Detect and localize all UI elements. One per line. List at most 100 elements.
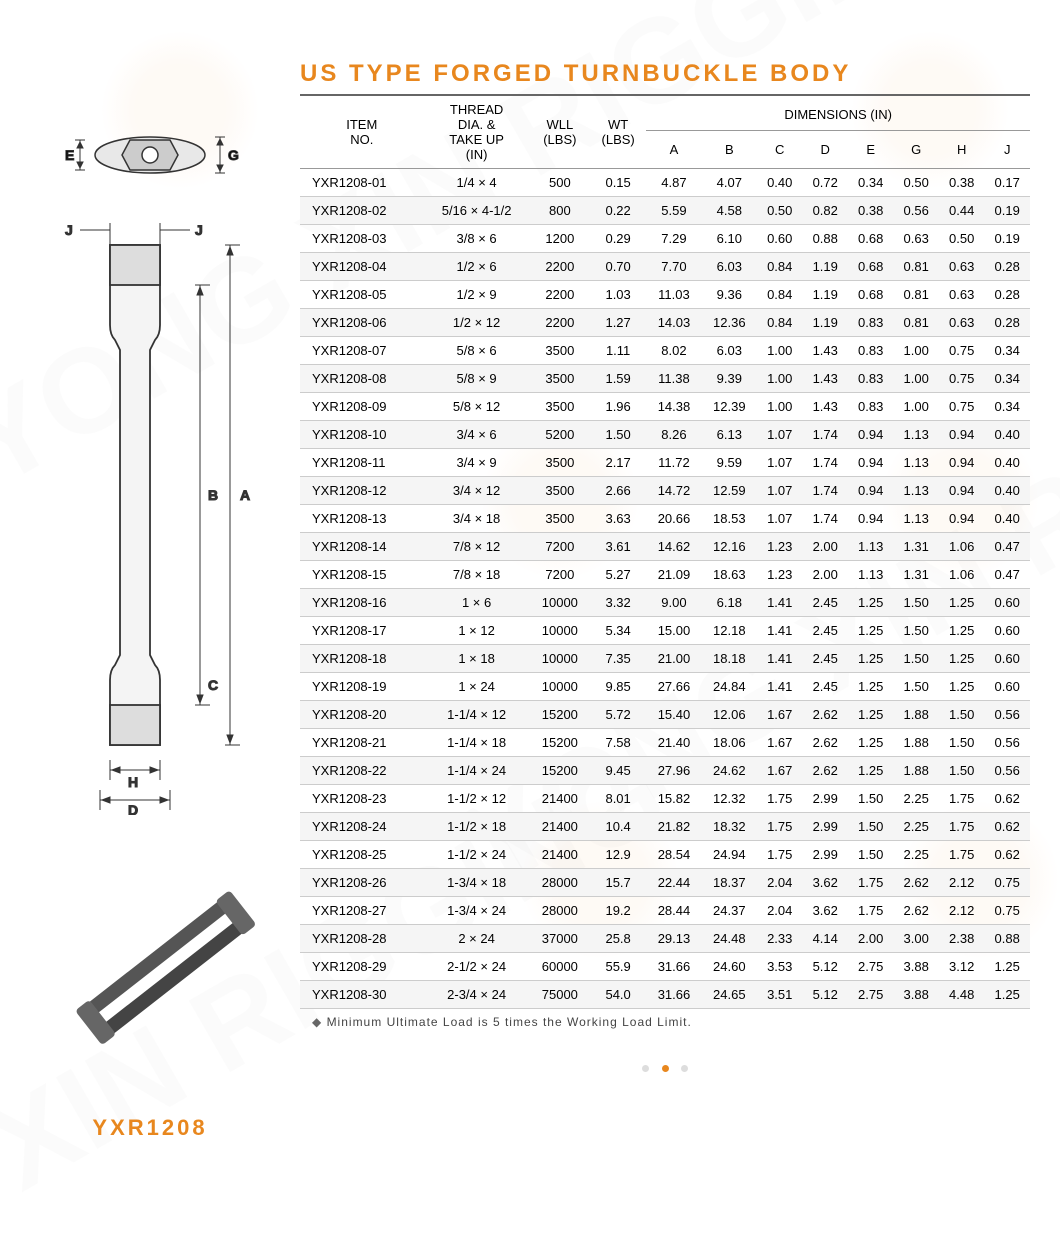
cell-value: 1.19 <box>802 309 847 337</box>
cell-value: 1.75 <box>939 813 984 841</box>
cell-value: 1.75 <box>757 813 802 841</box>
cell-value: 1.75 <box>939 785 984 813</box>
cell-value: 1.96 <box>590 393 646 421</box>
cell-value: 0.84 <box>757 253 802 281</box>
cell-value: 0.68 <box>848 281 893 309</box>
cell-item-no: YXR1208-30 <box>300 981 424 1009</box>
cell-value: 55.9 <box>590 953 646 981</box>
cell-value: 1.19 <box>802 253 847 281</box>
cell-value: 1-3/4 × 24 <box>424 897 530 925</box>
cell-value: 3500 <box>530 337 590 365</box>
cell-value: 2.33 <box>757 925 802 953</box>
cell-value: 12.59 <box>702 477 757 505</box>
cell-value: 1.06 <box>939 533 984 561</box>
cell-value: 21.09 <box>646 561 701 589</box>
spec-table: ITEMNO. THREADDIA. &TAKE UP(IN) WLL(LBS)… <box>300 96 1030 1009</box>
cell-value: 18.06 <box>702 729 757 757</box>
cell-value: 0.60 <box>984 589 1030 617</box>
page-title: US TYPE FORGED TURNBUCKLE BODY <box>300 60 1030 88</box>
cell-value: 31.66 <box>646 953 701 981</box>
cell-value: 6.10 <box>702 225 757 253</box>
dim-label-j: J <box>195 222 203 238</box>
cell-value: 12.39 <box>702 393 757 421</box>
cell-value: 2.45 <box>802 645 847 673</box>
cell-value: 7200 <box>530 561 590 589</box>
cell-value: 0.63 <box>939 253 984 281</box>
cell-value: 800 <box>530 197 590 225</box>
cell-value: 0.94 <box>848 421 893 449</box>
pager-dot[interactable] <box>681 1065 688 1072</box>
cell-value: 27.96 <box>646 757 701 785</box>
cell-value: 0.34 <box>984 393 1030 421</box>
cell-value: 19.2 <box>590 897 646 925</box>
cell-value: 15200 <box>530 701 590 729</box>
table-row: YXR1208-241-1/2 × 182140010.421.8218.321… <box>300 813 1030 841</box>
cell-value: 3/4 × 18 <box>424 505 530 533</box>
cell-value: 8.26 <box>646 421 701 449</box>
cell-value: 37000 <box>530 925 590 953</box>
table-row: YXR1208-123/4 × 1235002.6614.7212.591.07… <box>300 477 1030 505</box>
cell-item-no: YXR1208-17 <box>300 617 424 645</box>
cell-value: 15.00 <box>646 617 701 645</box>
cell-value: 2.62 <box>893 897 938 925</box>
cell-value: 1.25 <box>984 981 1030 1009</box>
pager-dot[interactable] <box>662 1065 669 1072</box>
cell-value: 3.12 <box>939 953 984 981</box>
cell-item-no: YXR1208-09 <box>300 393 424 421</box>
cell-value: 0.47 <box>984 561 1030 589</box>
cell-value: 10000 <box>530 589 590 617</box>
cell-value: 0.38 <box>939 169 984 197</box>
table-row: YXR1208-201-1/4 × 12152005.7215.4012.061… <box>300 701 1030 729</box>
cell-value: 0.56 <box>893 197 938 225</box>
cell-value: 1-1/4 × 18 <box>424 729 530 757</box>
cell-value: 2.00 <box>802 561 847 589</box>
cell-value: 1.41 <box>757 617 802 645</box>
cell-value: 0.56 <box>984 757 1030 785</box>
cell-value: 0.47 <box>984 533 1030 561</box>
cell-item-no: YXR1208-14 <box>300 533 424 561</box>
cell-value: 0.63 <box>939 281 984 309</box>
cell-value: 2.00 <box>848 925 893 953</box>
col-dimensions-group: DIMENSIONS (IN) <box>646 96 1030 131</box>
cell-value: 2.12 <box>939 897 984 925</box>
cell-value: 28000 <box>530 897 590 925</box>
cell-value: 1.25 <box>939 617 984 645</box>
cell-item-no: YXR1208-28 <box>300 925 424 953</box>
cell-item-no: YXR1208-10 <box>300 421 424 449</box>
cell-value: 0.40 <box>984 449 1030 477</box>
cell-value: 1.43 <box>802 365 847 393</box>
cell-value: 20.66 <box>646 505 701 533</box>
table-row: YXR1208-171 × 12100005.3415.0012.181.412… <box>300 617 1030 645</box>
col-wt: WT(LBS) <box>590 96 646 169</box>
cell-value: 6.13 <box>702 421 757 449</box>
cell-value: 3.62 <box>802 869 847 897</box>
cell-value: 29.13 <box>646 925 701 953</box>
product-code: YXR1208 <box>20 1115 280 1141</box>
table-row: YXR1208-191 × 24100009.8527.6624.841.412… <box>300 673 1030 701</box>
cell-item-no: YXR1208-19 <box>300 673 424 701</box>
cell-value: 2-1/2 × 24 <box>424 953 530 981</box>
table-row: YXR1208-261-3/4 × 182800015.722.4418.372… <box>300 869 1030 897</box>
table-row: YXR1208-085/8 × 935001.5911.389.391.001.… <box>300 365 1030 393</box>
dim-label-e: E <box>65 147 74 163</box>
cell-value: 21400 <box>530 841 590 869</box>
cell-value: 2.99 <box>802 785 847 813</box>
cell-value: 1.74 <box>802 477 847 505</box>
cell-value: 1.13 <box>848 533 893 561</box>
cell-value: 1.50 <box>848 785 893 813</box>
cell-value: 21.40 <box>646 729 701 757</box>
cell-value: 1.00 <box>757 337 802 365</box>
cell-value: 2.99 <box>802 841 847 869</box>
cell-value: 0.50 <box>757 197 802 225</box>
cell-value: 0.19 <box>984 225 1030 253</box>
cell-value: 0.81 <box>893 281 938 309</box>
cell-value: 21.82 <box>646 813 701 841</box>
cell-value: 5.59 <box>646 197 701 225</box>
col-dim-g: G <box>893 131 938 169</box>
cell-value: 21400 <box>530 813 590 841</box>
cell-value: 0.63 <box>939 309 984 337</box>
pager-dot[interactable] <box>642 1065 649 1072</box>
table-row: YXR1208-231-1/2 × 12214008.0115.8212.321… <box>300 785 1030 813</box>
cell-value: 0.83 <box>848 365 893 393</box>
cell-value: 0.38 <box>848 197 893 225</box>
